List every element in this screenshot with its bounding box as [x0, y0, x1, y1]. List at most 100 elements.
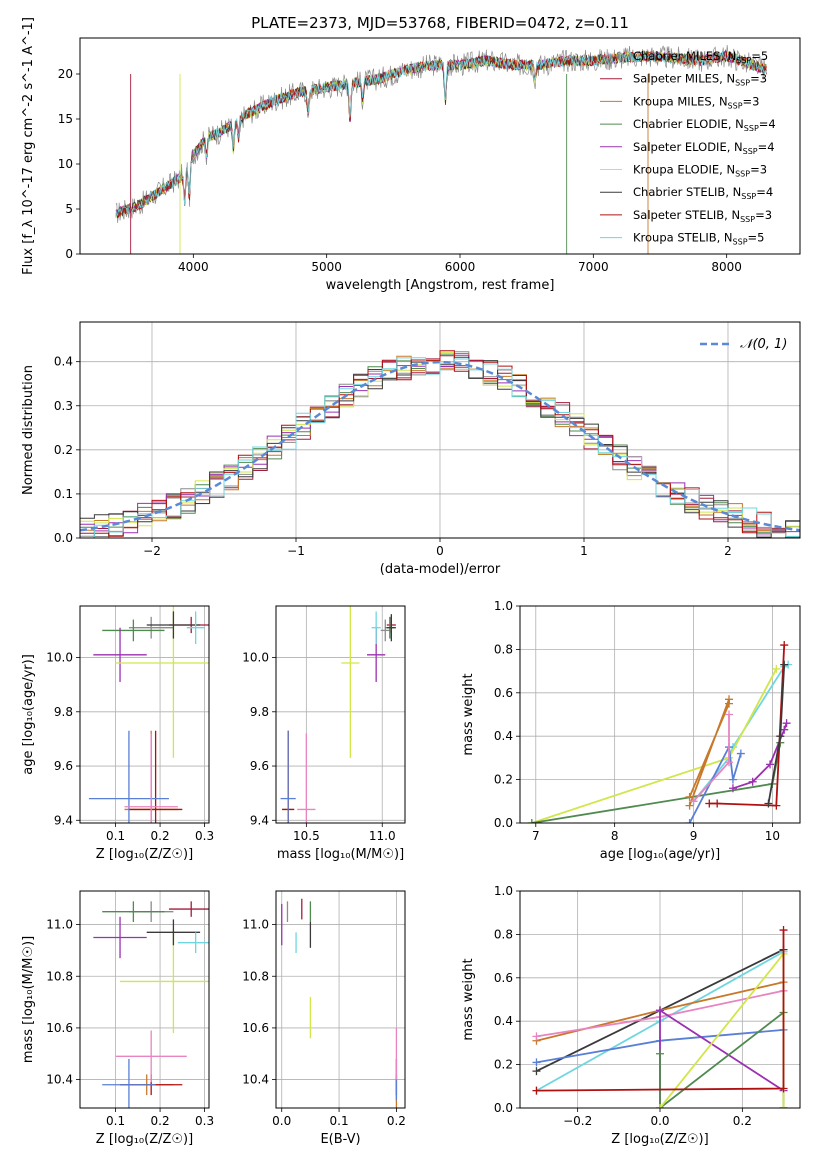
x-axis-label: wavelength [Angstrom, rest frame]	[326, 278, 555, 293]
weight-marker	[532, 1086, 541, 1095]
legend-label: Kroupa MILES, NSSP=3	[633, 94, 759, 110]
x-tick-label: 8000	[711, 260, 742, 274]
x-tick-label: 5000	[311, 260, 342, 274]
weight-series	[689, 710, 734, 806]
y-tick-label: 0.2	[494, 1058, 513, 1072]
legend-entry: Kroupa STELIB, NSSP=5	[600, 231, 764, 247]
panel-age-vs-Z: 0.1 0.2 0.3 9.4 9.6 9.8 10.0 Z [log₁₀(Z/Z☉)] age…	[21, 605, 214, 862]
plot-area	[88, 606, 209, 823]
panel-mass-vs-EBV: 0.0 0.1 0.2 10.4 10.6 10.8 11.0 E(B-V)	[242, 890, 406, 1147]
axes-frame	[275, 605, 406, 824]
y-tick-label: 10.8	[242, 969, 269, 983]
weight-marker	[685, 792, 694, 801]
weight-marker	[780, 725, 789, 734]
weight-marker	[779, 926, 788, 935]
error-bar-point	[93, 916, 147, 959]
weight-marker	[527, 819, 536, 823]
y-tick-label: 10	[58, 157, 73, 171]
y-axis-label: age [log₁₀(age/yr)]	[21, 654, 36, 775]
plot-area	[527, 641, 793, 823]
x-tick-label: 0.2	[151, 829, 170, 843]
x-tick-label: 4000	[178, 260, 209, 274]
panel-weight-vs-age: 7 8 9 10 0.0 0.2 0.4 0.6 0.8 1.0 age [log₁₀(age/yr…	[461, 599, 801, 862]
weight-marker	[532, 1067, 541, 1076]
x-tick-label: 10	[765, 829, 780, 843]
legend-label: Chabrier ELODIE, NSSP=4	[633, 117, 776, 133]
weight-marker	[780, 641, 789, 650]
weight-marker	[766, 760, 775, 769]
x-tick-label: 11.0	[369, 829, 396, 843]
weight-marker	[780, 660, 789, 669]
error-bar-point	[124, 733, 178, 823]
weight-series	[685, 695, 734, 810]
weight-marker	[685, 801, 694, 810]
weight-marker	[725, 710, 734, 719]
y-tick-label: 0.0	[494, 816, 513, 830]
legend-entry: Salpeter ELODIE, NSSP=4	[600, 140, 775, 156]
weight-line	[692, 663, 789, 802]
error-bar-point	[128, 616, 174, 639]
error-bar-point	[177, 932, 209, 953]
weight-marker	[776, 732, 785, 741]
legend-entry: Chabrier ELODIE, NSSP=4	[600, 117, 776, 133]
x-axis-label: E(B-V)	[320, 1132, 360, 1147]
x-tick-label: 0.1	[106, 829, 125, 843]
weight-series	[532, 926, 788, 1095]
y-tick-label: 15	[58, 112, 73, 126]
x-tick-label: 0.1	[330, 1114, 349, 1128]
x-tick-label: 0	[436, 544, 444, 558]
weight-series	[728, 719, 791, 793]
y-tick-label: 0.2	[54, 443, 73, 457]
x-tick-label: 7	[532, 829, 540, 843]
y-tick-label: 9.4	[250, 813, 269, 827]
x-tick-label: 0.1	[106, 1114, 125, 1128]
weight-marker	[725, 758, 734, 767]
y-axis-label: Flux [f_λ 10^-17 erg cm^-2 s^-1 A^-1]	[21, 17, 36, 275]
legend-entry: Salpeter STELIB, NSSP=3	[600, 208, 772, 224]
histogram-step	[93, 350, 787, 538]
error-bar-point	[102, 901, 165, 922]
x-tick-label: 8	[611, 829, 619, 843]
weight-marker	[532, 1032, 541, 1041]
x-tick-label: 6000	[445, 260, 476, 274]
panel-mass-vs-Z: 0.1 0.2 0.3 10.4 10.6 10.8 11.0 Z [log₁₀(Z/Z☉)]…	[21, 890, 214, 1147]
y-tick-label: 10.8	[46, 969, 73, 983]
x-tick-label: −0.2	[563, 1114, 592, 1128]
error-bar-point	[93, 627, 147, 682]
panel-age-vs-mass: 10.5 11.0 9.4 9.6 9.8 10.0 mass [log₁₀(M/M☉)]	[242, 605, 406, 862]
y-tick-label: 5	[65, 202, 73, 216]
error-bar-point	[386, 614, 396, 642]
y-tick-label: 0.4	[54, 355, 73, 369]
x-tick-label: −2	[143, 544, 161, 558]
y-axis-label: mass [log₁₀(M/M☉)]	[21, 936, 36, 1063]
legend-label: Kroupa ELODIE, NSSP=3	[633, 163, 767, 179]
weight-marker	[705, 799, 714, 808]
weight-line	[531, 668, 778, 823]
error-bar-point	[115, 1030, 187, 1083]
y-tick-label: 9.6	[54, 759, 73, 773]
x-tick-label: −1	[287, 544, 305, 558]
y-tick-label: 0.4	[494, 1014, 513, 1028]
y-tick-label: 9.8	[54, 705, 73, 719]
error-bar-point	[186, 611, 205, 644]
axes-frame	[275, 890, 406, 1109]
y-tick-label: 0.6	[494, 686, 513, 700]
y-tick-label: 0.3	[54, 399, 73, 413]
spectrum-line	[115, 50, 767, 218]
y-tick-label: 10.0	[46, 651, 73, 665]
error-bar-point	[88, 730, 169, 823]
x-tick-label: 0.3	[195, 1114, 214, 1128]
weight-marker	[656, 1006, 664, 1015]
x-tick-label: 10.5	[293, 829, 320, 843]
x-tick-label: 1	[580, 544, 588, 558]
error-bar-point	[380, 619, 390, 642]
legend-entry: Kroupa ELODIE, NSSP=3	[600, 163, 767, 179]
error-bar-point	[146, 919, 201, 946]
y-axis-label: Normed distribution	[21, 365, 36, 495]
x-tick-label: 9	[690, 829, 698, 843]
axes-frame	[79, 890, 210, 1109]
weight-marker	[685, 819, 694, 823]
legend: Chabrier MILES, NSSP=5 Salpeter MILES, NS…	[600, 49, 776, 247]
axes-frame	[79, 605, 210, 824]
